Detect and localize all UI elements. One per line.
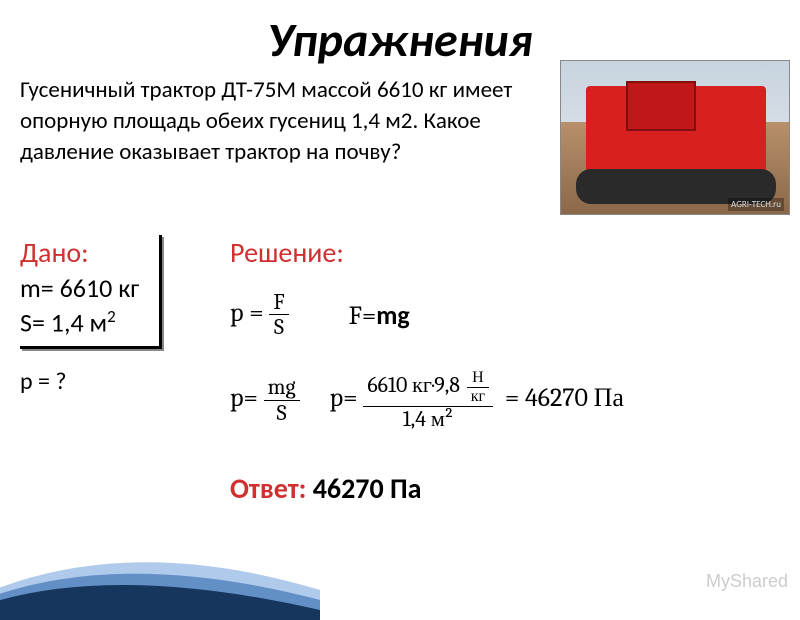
given-mass: m= 6610 кг [20,272,139,306]
decorative-swoosh [0,500,320,620]
given-area: S= 1,4 м2 [20,306,139,340]
tractor-cab-shape [626,81,696,131]
given-title: Дано: [20,235,139,270]
page-title: Упражнения [0,0,800,69]
image-source-watermark: AGRI-TECH.ru [728,198,784,211]
formula-row-2: p= mg S p= 6610 кг·9,8 Н кг 1,4 м² = 462… [230,369,624,430]
formula-row-1: p = F S F=mg [230,290,624,339]
slide-watermark: MyShared [706,571,788,592]
tractor-photo: AGRI-TECH.ru [560,60,790,215]
problem-statement: Гусеничный трактор ДТ-75М массой 6610 кг… [20,75,540,168]
solution-section: Решение: p = F S F=mg p= mg S p= 6610 кг… [230,235,624,506]
find-variable: p = ? [20,367,162,396]
solution-title: Решение: [230,235,624,270]
given-section: Дано: m= 6610 кг S= 1,4 м2 p = ? [20,235,162,396]
